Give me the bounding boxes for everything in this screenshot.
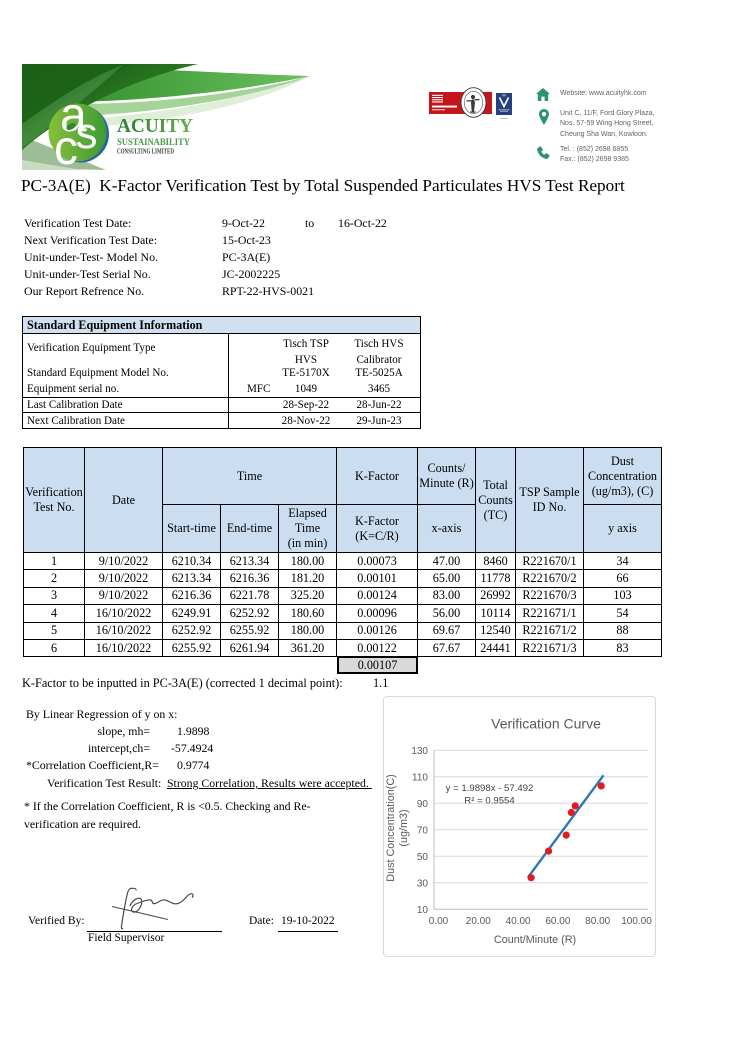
svg-text:40.00: 40.00	[506, 916, 531, 927]
svg-text:ACUITY: ACUITY	[117, 115, 194, 137]
svg-text:110: 110	[412, 773, 428, 784]
svg-text:y = 1.9898x - 57.492: y = 1.9898x - 57.492	[446, 783, 534, 794]
svg-text:80.00: 80.00	[585, 916, 610, 927]
svg-text:0.00: 0.00	[429, 916, 449, 927]
svg-text:100.00: 100.00	[621, 916, 652, 927]
svg-text:30: 30	[417, 879, 429, 890]
svg-text:Dust Concentration(C): Dust Concentration(C)	[385, 774, 397, 881]
svg-text:SUSTAINABILITY: SUSTAINABILITY	[117, 138, 190, 148]
svg-text:90: 90	[417, 799, 429, 810]
svg-text:c: c	[54, 122, 78, 170]
svg-text:s: s	[76, 109, 98, 158]
svg-text:50: 50	[417, 852, 429, 863]
svg-text:a: a	[60, 89, 87, 142]
svg-text:Verification Curve: Verification Curve	[491, 716, 601, 732]
svg-text:60.00: 60.00	[545, 916, 570, 927]
svg-text:(ug/m3): (ug/m3)	[398, 809, 410, 846]
svg-text:10: 10	[417, 905, 429, 916]
svg-text:CONSULTING LIMITED: CONSULTING LIMITED	[117, 148, 174, 156]
svg-text:130: 130	[411, 746, 428, 757]
svg-text:70: 70	[417, 826, 429, 837]
svg-text:20.00: 20.00	[466, 916, 491, 927]
svg-text:R² = 0.9554: R² = 0.9554	[464, 796, 515, 807]
svg-text:Count/Minute (R): Count/Minute (R)	[494, 934, 576, 946]
